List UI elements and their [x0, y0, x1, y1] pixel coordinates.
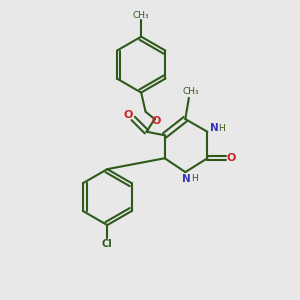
Text: H: H: [218, 124, 225, 133]
Text: O: O: [151, 116, 160, 126]
Text: Cl: Cl: [102, 239, 113, 249]
Text: CH₃: CH₃: [182, 88, 199, 97]
Text: O: O: [123, 110, 133, 120]
Text: N: N: [182, 174, 191, 184]
Text: N: N: [209, 123, 218, 133]
Text: H: H: [191, 174, 197, 183]
Text: CH₃: CH₃: [133, 11, 149, 20]
Text: O: O: [227, 153, 236, 163]
